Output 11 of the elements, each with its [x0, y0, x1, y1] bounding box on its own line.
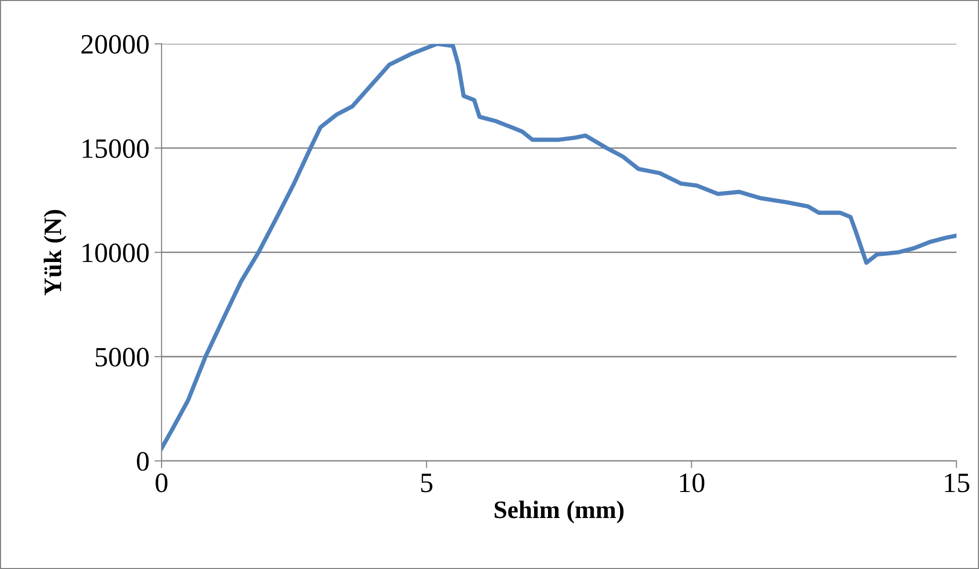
x-tick-label: 15: [945, 474, 970, 492]
y-tick-label: 0: [136, 452, 149, 471]
x-tick-label: 10: [680, 474, 704, 492]
x-tick-label: 0: [156, 474, 168, 492]
x-axis-title: Sehim (mm): [494, 500, 624, 524]
y-tick-label: 20000: [82, 34, 149, 54]
y-tick-label: 15000: [82, 139, 149, 158]
y-tick-label: 5000: [96, 348, 149, 367]
y-axis-title: Yük (N): [44, 210, 66, 296]
y-tick-label: 10000: [82, 244, 149, 262]
x-tick-label: 5: [421, 474, 432, 492]
